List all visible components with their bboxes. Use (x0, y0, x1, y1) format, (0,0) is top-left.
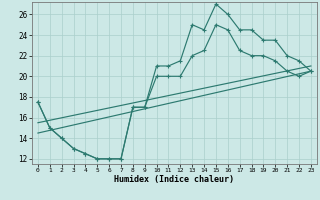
X-axis label: Humidex (Indice chaleur): Humidex (Indice chaleur) (115, 175, 234, 184)
